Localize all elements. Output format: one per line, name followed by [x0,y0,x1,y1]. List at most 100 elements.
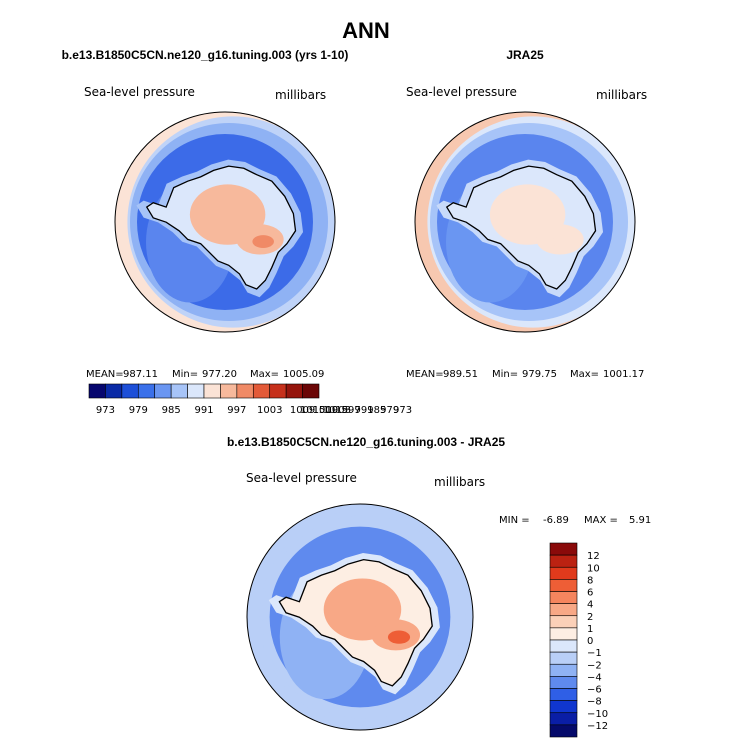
stat-mean-value: 989.51 [443,369,478,380]
colorbar-swatch [549,663,578,677]
colorbar-swatch [549,591,578,604]
stat-mean-value: 987.11 [123,369,158,380]
colorbar-tick-label: 991 [354,405,373,416]
panel-diff-units: millibars [434,475,485,489]
colorbar-tick-label: 1003 [257,405,282,416]
colorbar-swatch [549,700,578,714]
colorbar-swatch [285,383,303,399]
colorbar-tick-label: −1 [587,648,602,659]
colorbar-swatch [187,383,205,399]
colorbar-swatch [105,383,123,399]
colorbar-tick-label: 1015 [323,405,348,416]
colorbar-swatch [137,383,156,399]
colorbar-tick-label: −8 [587,697,602,708]
colorbar-tick-label: 12 [587,551,600,562]
colorbar-swatch [170,383,188,399]
panel-diff: b.e13.B1850C5CN.ne120_g16.tuning.003 - J… [227,435,651,738]
colorbar-swatch [549,615,578,629]
colorbar-swatch [154,383,172,399]
colorbar-swatch [549,579,578,592]
colorbar-tick-label: 1 [587,624,593,635]
panel-diff-stats: MIN = -6.89 MAX = 5.91 [499,515,651,526]
plateau-core [252,235,274,249]
stat-max-value: 1001.17 [603,369,644,380]
colorbar-swatch [549,554,578,568]
panel-obs-variable: Sea-level pressure [406,85,517,99]
colorbar-tick-label: 997 [227,405,246,416]
colorbar-tick-label: 985 [162,405,181,416]
coastline [145,165,297,290]
colorbar-swatch [549,627,578,641]
colorbar-swatch [549,639,578,653]
panel-obs-units: millibars [596,88,647,102]
colorbar-tick-label: −12 [587,721,608,732]
colorbar-tick-label: 10 [587,563,600,574]
panel-model-units: millibars [275,88,326,102]
panel-diff-variable: Sea-level pressure [246,471,357,485]
plateau-core [387,630,411,644]
map-border [246,503,474,731]
stat-min-value: 979.75 [522,369,557,380]
panel-obs-map [414,111,636,333]
colorbar-swatch [302,383,320,399]
colorbar-tick-label: 1009 [313,405,338,416]
colorbar-tick-label: 973 [393,405,412,416]
colorbar-swatch [549,603,578,617]
antarctica [268,552,440,695]
stat-min-label: Min= [172,369,198,380]
colorbar-tick-label: 1009 [290,405,315,416]
stat-mean-label: MEAN= [406,369,444,380]
colorbar-swatch [121,383,139,399]
map-field [415,112,635,332]
colorbar-tick-label: 4 [587,600,593,611]
map-field [115,112,335,332]
colorbar-tick-label: −10 [587,709,608,720]
panel-model: b.e13.B1850C5CN.ne120_g16.tuning.003 (yr… [62,48,349,416]
colorbar-swatch [549,651,578,665]
panel-diff-map [246,503,474,731]
panel-diff-title: b.e13.B1850C5CN.ne120_g16.tuning.003 - J… [227,435,505,449]
stat-max-value: 1005.09 [283,369,324,380]
panel-model-map [114,111,336,333]
colorbar-swatch [549,712,578,726]
stat-min-value: 977.20 [202,369,237,380]
colorbar-swatch [220,383,238,399]
colorbar-tick-label: 985 [367,405,386,416]
colorbar-tick-label: 973 [96,405,115,416]
colorbar-tick-label: 991 [194,405,213,416]
stat-max-label: Max= [250,369,279,380]
colorbar-tick-label: 997 [342,405,361,416]
stat-min-label: MIN = [499,515,530,526]
colorbar-tick-label: 979 [129,405,148,416]
plateau-core [552,235,574,249]
colorbar-tick-label: 8 [587,575,593,586]
panel-model-title: b.e13.B1850C5CN.ne120_g16.tuning.003 (yr… [62,48,349,62]
map-field [247,504,473,730]
panel-obs-stats: MEAN= 989.51 Min= 979.75 Max= 1001.17 [406,369,644,380]
colorbar-tick-label: 0 [587,636,593,647]
colorbar-tick-label: 6 [587,588,593,599]
stat-min-label: Min= [492,369,518,380]
stat-max-label: MAX = [584,515,618,526]
map-border [414,111,636,333]
antarctica [436,159,604,298]
colorbar-tick-label: −4 [587,672,602,683]
colorbar-swatch [203,383,221,399]
colorbar-swatch [549,566,578,580]
stat-min-value: -6.89 [543,515,569,526]
colorbar-tick-label: 979 [380,405,399,416]
colorbar-swatch [252,383,271,399]
colorbar-swatch [549,688,578,701]
stat-max-value: 5.91 [629,515,651,526]
colorbar-tick-label: 1003 [326,405,351,416]
panel-model-colorbar: 973 979 985 991 997 1003 1009 1015 [88,383,348,416]
stat-mean-label: MEAN= [86,369,124,380]
colorbar-swatch [236,383,254,399]
colorbar-swatch [549,724,578,738]
stat-max-label: Max= [570,369,599,380]
colorbar-tick-label: 2 [587,612,593,623]
